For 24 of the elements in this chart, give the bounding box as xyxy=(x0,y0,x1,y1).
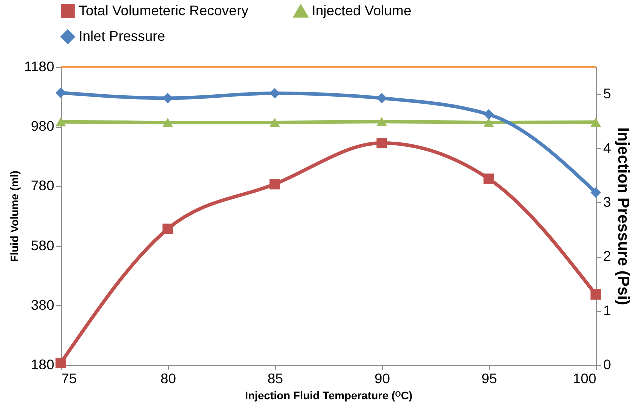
y2-tick-label: 3 xyxy=(604,194,612,210)
x-tick-label: 85 xyxy=(268,370,284,386)
y2-axis-title: Injection Pressure (Psi) xyxy=(614,128,632,306)
y2-tick-label: 2 xyxy=(604,248,612,264)
y-axis-title: Fluid Volume (ml) xyxy=(9,170,22,262)
y2-tick-label: 4 xyxy=(604,140,612,156)
x-tick-label: 80 xyxy=(160,370,176,386)
x-tick-label: 100 xyxy=(573,370,597,386)
x-tick-label: 90 xyxy=(374,370,390,386)
y-tick-label: 380 xyxy=(31,296,55,313)
legend-label: Total Volumeteric Recovery xyxy=(79,2,249,18)
legend-label: Inlet Pressure xyxy=(79,28,166,44)
y-tick-label: 780 xyxy=(31,178,55,194)
x-axis-title: Injection Fluid Temperature (ᴼC) xyxy=(245,390,414,402)
y2-tick-label: 5 xyxy=(604,86,612,102)
y2-tick-label: 1 xyxy=(604,302,612,318)
y-tick-label: 180 xyxy=(31,356,55,372)
x-tick-label: 75 xyxy=(62,370,78,386)
y-tick-label: 1180 xyxy=(24,58,55,74)
y-tick-label: 580 xyxy=(31,237,55,254)
y2-tick-label: 0 xyxy=(604,356,612,372)
legend-label: Injected Volume xyxy=(312,2,412,19)
y-tick-label: 980 xyxy=(31,118,55,134)
x-tick-label: 95 xyxy=(482,370,498,386)
